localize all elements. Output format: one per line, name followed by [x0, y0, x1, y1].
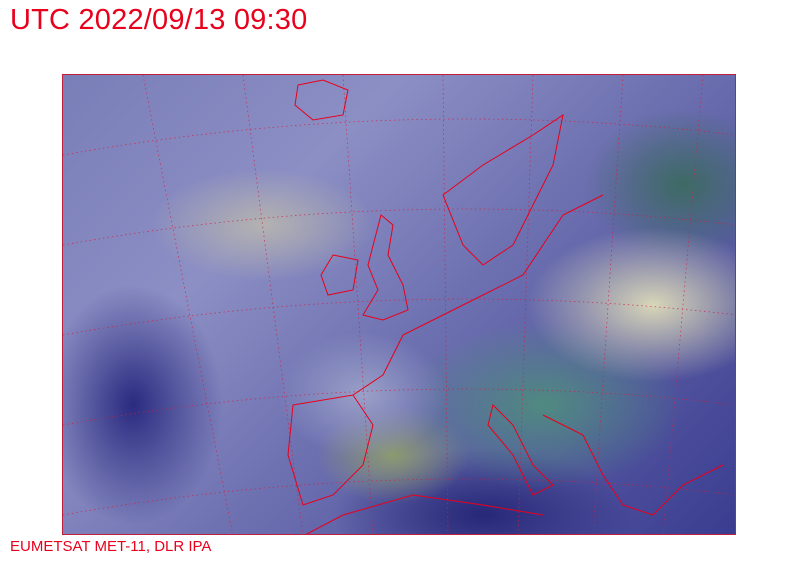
map-overlay — [63, 75, 735, 534]
graticule — [63, 75, 735, 534]
balkans-greece — [542, 414, 724, 516]
scandinavia — [442, 113, 564, 266]
ireland — [320, 254, 359, 296]
data-credit: EUMETSAT MET-11, DLR IPA — [10, 538, 212, 555]
timestamp-title: UTC 2022/09/13 09:30 — [10, 4, 308, 36]
satellite-map — [62, 74, 736, 535]
iberia — [287, 394, 374, 506]
coastlines — [287, 79, 724, 534]
great-britain — [362, 214, 409, 321]
europe-coast — [352, 194, 604, 396]
north-africa — [305, 494, 544, 534]
italy — [487, 404, 554, 496]
iceland — [294, 79, 349, 121]
